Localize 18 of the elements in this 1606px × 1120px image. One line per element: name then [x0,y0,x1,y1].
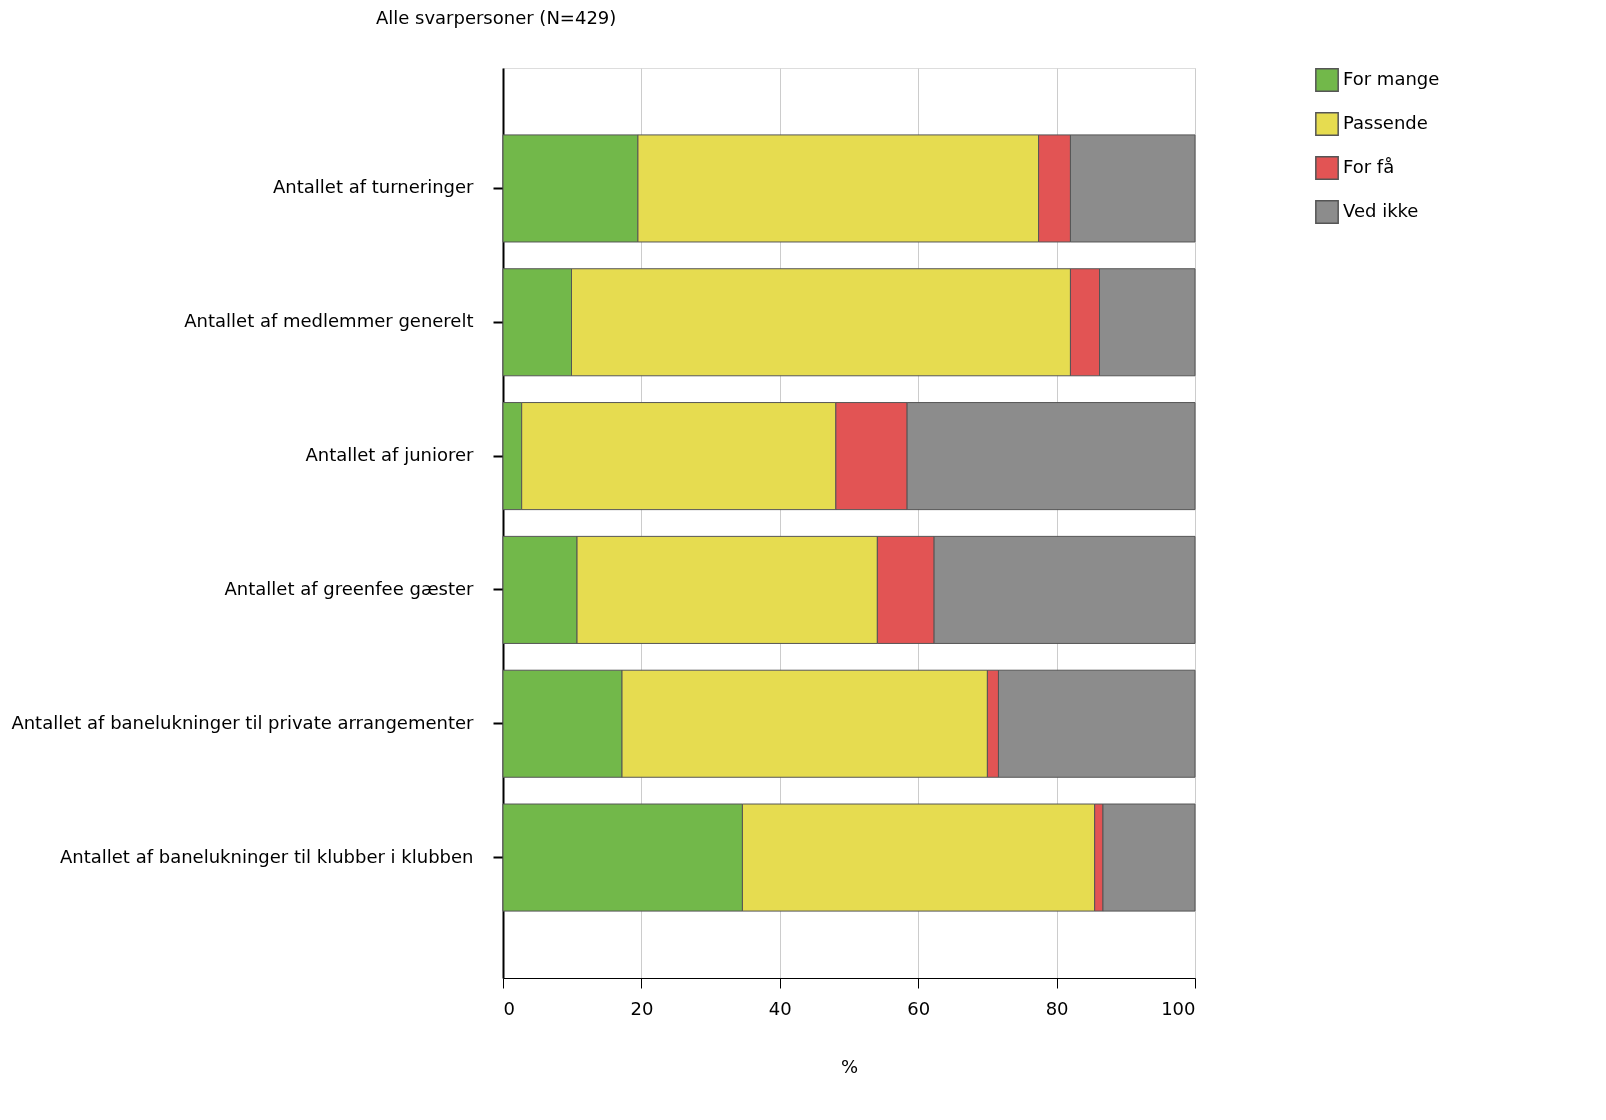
x-tick-label: 80 [1045,997,1069,1019]
x-tick-label: 40 [768,997,792,1019]
x-tick-label: 100 [1161,997,1196,1019]
y-tick-label: Antallet af medlemmer generelt [184,310,474,332]
x-tick-label: 0 [503,997,515,1019]
y-tick-label: Antallet af banelukninger til private arrangementer [11,711,475,733]
y-tick-label: Antallet af banelukninger til klubber i klubben [59,845,474,867]
chart-title: Alle svarpersoner (N=429) [375,7,617,28]
x-tick-label: 20 [630,997,654,1019]
legend-label: For få [1343,156,1395,177]
legend-label: Ved ikke [1343,200,1419,221]
y-tick-label: Antallet af greenfee gæster [224,577,475,599]
x-tick-label: 60 [907,997,931,1019]
y-tick-label: Antallet af juniorer [305,444,475,466]
y-tick-label: Antallet af turneringer [273,176,475,198]
x-axis-title: % [840,1055,859,1077]
legend-label: Passende [1343,112,1428,133]
legend-label: For mange [1343,68,1440,89]
